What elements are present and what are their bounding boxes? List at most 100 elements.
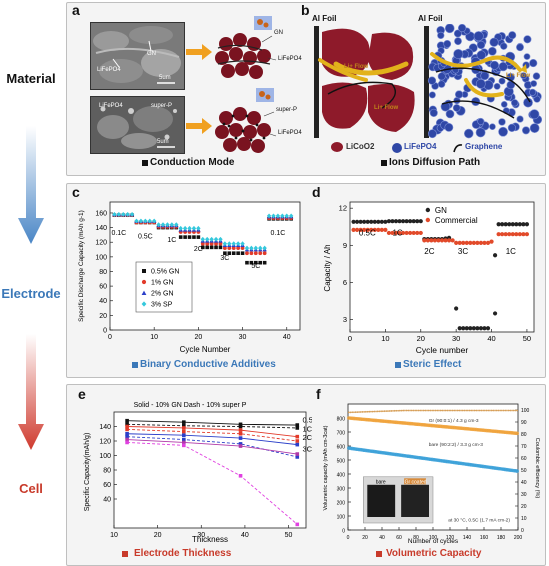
data-point [383, 410, 386, 413]
data-point [178, 225, 183, 231]
legend-marker [141, 279, 147, 285]
data-point [254, 260, 258, 265]
lifepo4-particle [516, 43, 524, 52]
data-point [240, 251, 245, 255]
data-point [125, 440, 129, 445]
lifepo4-particle [489, 37, 499, 47]
x-tick-label: 140 [463, 535, 472, 541]
lifepo4-particle [477, 118, 485, 125]
chart-f-volumetric: 0 20 40 60 80 100 120 140 160 180 2000100200300400… [323, 403, 540, 545]
data-point [129, 212, 135, 217]
rate-label: 1C [392, 228, 402, 237]
row-label-cell: Cell [19, 481, 43, 496]
y-axis-label: Specific Discharge Capacity (mAh g-1) [78, 210, 85, 322]
data-point [151, 218, 157, 224]
data-point [169, 222, 175, 228]
data-point [521, 222, 526, 227]
data-point [182, 420, 186, 424]
y-tick-label: 12 [339, 204, 347, 213]
photo-label: bare [376, 479, 386, 485]
data-point [450, 238, 455, 243]
flow-label-right: Li+ Flow [506, 73, 531, 79]
rate-label: 0.5C [303, 416, 312, 425]
data-point [507, 222, 512, 227]
x-tick-label: 50 [285, 532, 293, 539]
data-point [475, 326, 480, 331]
data-point [408, 219, 413, 224]
data-point [258, 251, 263, 256]
data-point [379, 219, 384, 224]
data-point [411, 230, 416, 236]
caption-ions-diffusion: Ions Diffusion Path [389, 157, 481, 168]
data-point [205, 241, 210, 246]
data-point [507, 409, 510, 412]
sem-image-bottom: LiFePO4 super-P 5um [90, 96, 185, 154]
legend-label: GN [435, 206, 447, 215]
data-point [213, 236, 219, 242]
x-tick-label: 80 [413, 535, 419, 541]
data-point [407, 409, 410, 412]
data-point [415, 219, 420, 224]
annotation: at 30 °C, 0.5C (1.7 mA cm-2) [448, 518, 510, 524]
data-point [205, 245, 210, 250]
lifepo4-particle [498, 61, 508, 72]
data-point [187, 235, 192, 239]
x-tick-label: 160 [480, 535, 489, 541]
legend-marker [141, 290, 147, 295]
lifepo4-particle [445, 109, 455, 119]
lifepo4-particle [530, 80, 538, 87]
data-point [439, 238, 445, 243]
data-point [231, 241, 236, 247]
data-point [393, 230, 399, 236]
data-point [295, 452, 300, 456]
data-point [410, 409, 413, 412]
data-point [386, 219, 392, 224]
data-point [432, 409, 435, 412]
sem-scale: 5um [157, 139, 169, 145]
data-point [178, 235, 183, 239]
data-point [209, 236, 214, 242]
data-point [441, 409, 444, 412]
data-point [470, 409, 473, 412]
data-point [231, 246, 236, 250]
lifepo4-particle [532, 72, 541, 80]
y-tick-label: 60 [99, 284, 107, 291]
graphene-icon [453, 144, 463, 153]
rate-label: 0.5C [138, 234, 153, 241]
y-tick-label: 6 [343, 278, 347, 287]
data-point [182, 225, 188, 231]
y2-tick-label: 0 [521, 528, 524, 534]
caption-steric-effect: Steric Effect [403, 359, 462, 370]
data-point [390, 230, 395, 236]
data-point [353, 411, 355, 414]
data-point [236, 251, 240, 255]
lifepo4-particle [529, 88, 537, 96]
data-point [214, 241, 218, 246]
data-point [443, 238, 448, 243]
data-point [436, 409, 439, 412]
y2-tick-label: 40 [521, 480, 527, 486]
data-point [245, 251, 249, 256]
lifepo4-particle [500, 42, 508, 50]
data-point [196, 235, 201, 239]
data-point [125, 437, 129, 442]
lifepo4-particle [516, 115, 524, 123]
x-tick-label: 20 [154, 532, 162, 539]
data-point [125, 427, 129, 432]
data-point [424, 409, 427, 412]
square-bullet-icon [381, 160, 387, 166]
sem-scale: 5um [159, 75, 171, 81]
data-point [514, 409, 517, 412]
data-point [404, 230, 409, 236]
data-point [295, 439, 300, 443]
data-point [402, 409, 405, 412]
data-point [351, 411, 354, 414]
lifepo4-particle [429, 108, 438, 117]
data-point [511, 409, 513, 412]
photo-sample-coated [401, 484, 429, 517]
data-point [378, 410, 381, 413]
data-point [418, 219, 423, 224]
data-point [369, 227, 374, 232]
data-point [436, 238, 441, 243]
data-point [509, 409, 512, 412]
